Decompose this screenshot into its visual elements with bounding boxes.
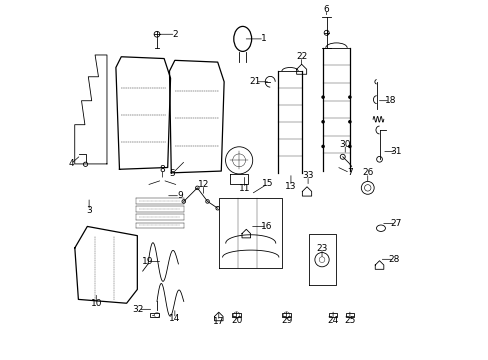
- Text: 12: 12: [197, 180, 209, 189]
- Text: 2: 2: [172, 30, 178, 39]
- Circle shape: [348, 145, 350, 148]
- Circle shape: [322, 121, 324, 123]
- Bar: [282, 313, 290, 317]
- Text: 24: 24: [327, 315, 338, 324]
- Text: 27: 27: [389, 219, 401, 228]
- Text: 31: 31: [390, 147, 401, 156]
- Bar: [232, 313, 241, 317]
- Bar: [150, 313, 159, 317]
- Circle shape: [322, 96, 324, 98]
- Text: 15: 15: [262, 179, 273, 188]
- Text: 1: 1: [261, 35, 266, 44]
- Text: 21: 21: [249, 77, 261, 86]
- Text: 13: 13: [285, 182, 296, 191]
- Text: 11: 11: [238, 184, 250, 193]
- Text: 18: 18: [384, 96, 395, 105]
- Bar: [328, 313, 337, 317]
- Text: 17: 17: [213, 316, 224, 325]
- Text: 6: 6: [323, 5, 329, 14]
- Text: 29: 29: [281, 315, 292, 324]
- Text: 22: 22: [295, 52, 306, 61]
- Text: 9: 9: [177, 191, 183, 200]
- Text: 19: 19: [142, 257, 153, 266]
- Text: 23: 23: [316, 244, 327, 253]
- Text: 10: 10: [90, 300, 102, 309]
- Circle shape: [348, 121, 350, 123]
- Circle shape: [322, 145, 324, 148]
- Text: 8: 8: [159, 165, 165, 174]
- Circle shape: [348, 96, 350, 98]
- Text: 30: 30: [339, 140, 350, 149]
- Text: 7: 7: [346, 168, 352, 177]
- Text: 14: 14: [169, 314, 180, 323]
- Text: 33: 33: [302, 171, 313, 180]
- Text: 32: 32: [132, 305, 144, 314]
- Text: 28: 28: [388, 255, 399, 264]
- Text: 20: 20: [230, 315, 242, 324]
- Text: 4: 4: [68, 159, 74, 168]
- Text: 5: 5: [169, 170, 175, 179]
- Text: 3: 3: [86, 206, 92, 215]
- Text: 16: 16: [261, 222, 272, 231]
- Text: 26: 26: [361, 168, 373, 177]
- Bar: [345, 313, 353, 317]
- Text: 25: 25: [344, 315, 355, 324]
